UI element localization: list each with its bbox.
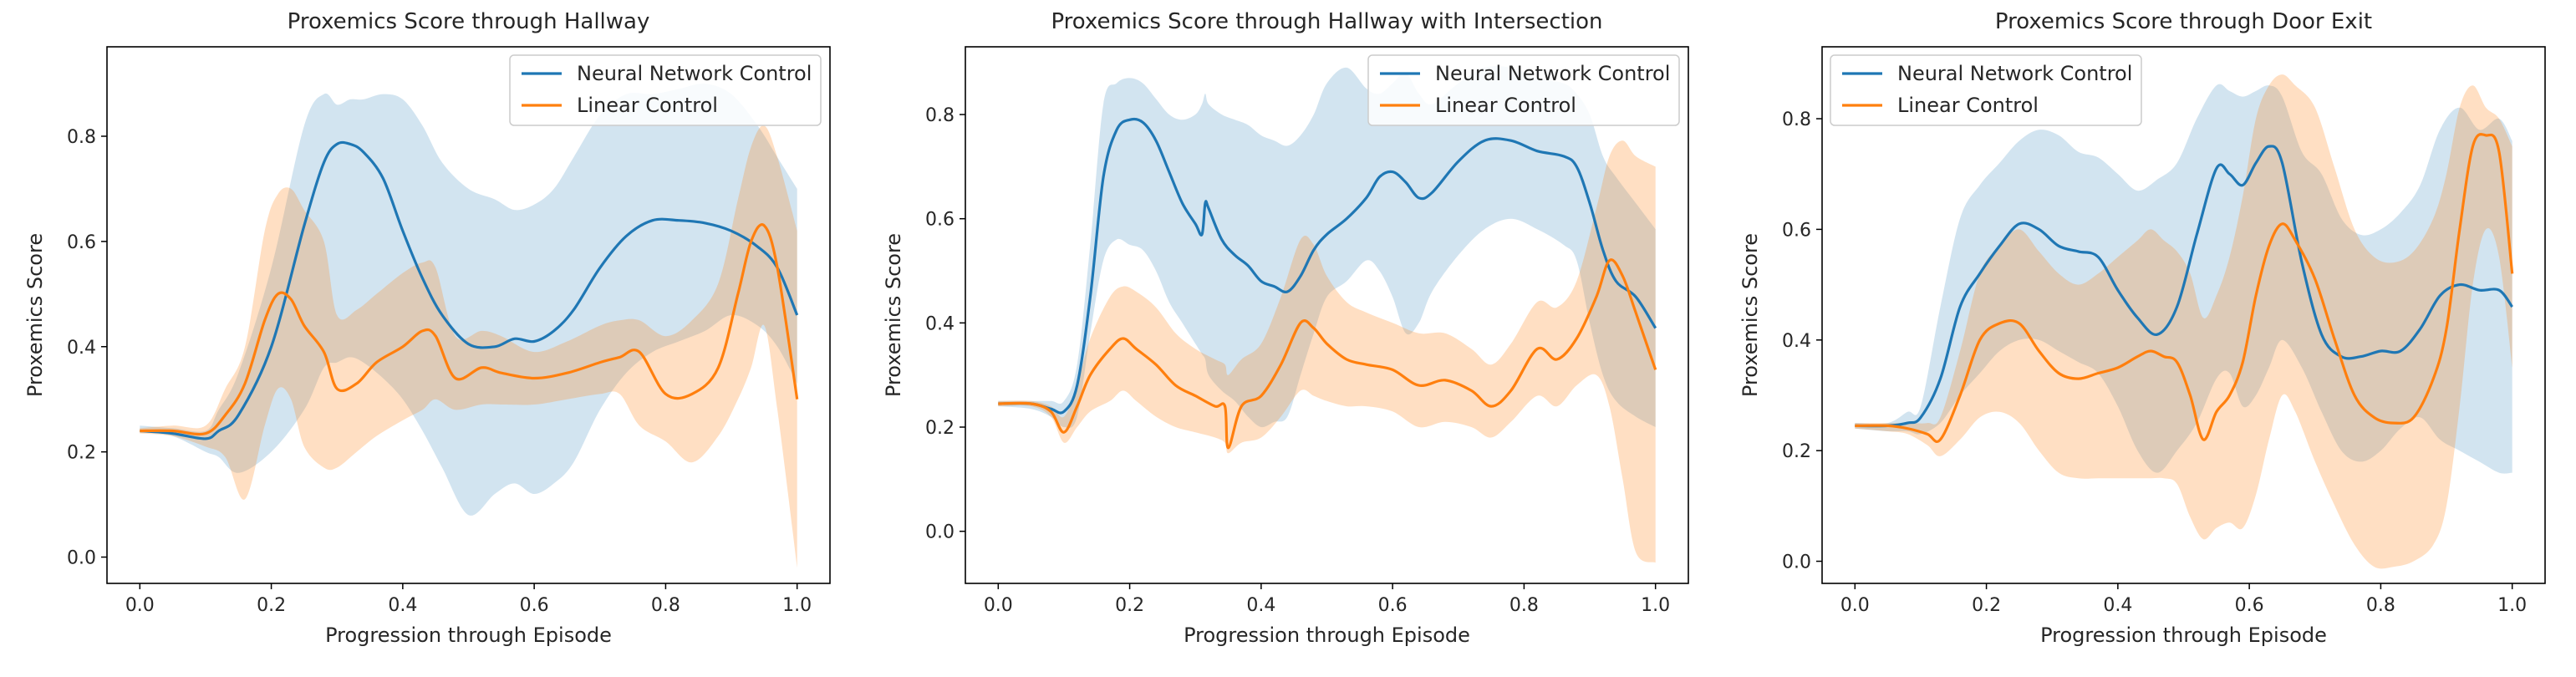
legend-frame	[1367, 54, 1680, 126]
legend-entry-label: Neural Network Control	[577, 62, 812, 85]
y-tick-label: 0.8	[67, 127, 96, 148]
chart-title: Proxemics Score through Hallway	[288, 9, 650, 34]
x-tick-label: 0.8	[651, 595, 680, 616]
x-tick-label: 1.0	[2497, 595, 2527, 616]
legend-entry-label: Neural Network Control	[1897, 62, 2132, 85]
x-tick-label: 0.6	[520, 595, 549, 616]
confidence-band-linear	[140, 125, 797, 568]
y-tick-label: 0.2	[925, 418, 955, 439]
x-tick-label: 0.4	[388, 595, 417, 616]
legend-frame	[509, 54, 822, 126]
y-tick-label: 0.4	[1782, 331, 1811, 352]
legend-entry-label: Linear Control	[1897, 94, 2039, 117]
x-tick-label: 0.0	[125, 595, 155, 616]
y-tick-label: 0.0	[925, 522, 955, 543]
y-axis-label: Proxemics Score	[1739, 233, 1762, 397]
plot-area	[140, 83, 799, 568]
y-tick-label: 0.0	[1782, 552, 1811, 573]
chart-panel-2: Proxemics Score through Hallway with Int…	[882, 9, 1689, 647]
x-tick-label: 0.6	[1378, 595, 1408, 616]
x-tick-label: 0.8	[2366, 595, 2395, 616]
y-tick-label: 0.8	[1782, 109, 1811, 130]
x-tick-label: 0.4	[2103, 595, 2132, 616]
chart-panel-3: Proxemics Score through Door Exit 0.0 0.2 0…	[1739, 9, 2546, 647]
series-line-linear	[1855, 133, 2514, 443]
series-line-linear	[998, 258, 1657, 450]
y-tick-label: 0.0	[67, 548, 96, 569]
x-tick-label: 1.0	[782, 595, 812, 616]
legend: Neural Network Control Linear Control	[1830, 54, 2142, 126]
x-axis-label: Progression through Episode	[1184, 624, 1470, 647]
x-tick-label: 0.6	[2235, 595, 2264, 616]
plot-area	[1855, 74, 2514, 569]
plot-area	[998, 65, 1657, 563]
legend-entry-label: Linear Control	[1435, 94, 1576, 117]
series-line-linear	[140, 223, 799, 436]
x-tick-label: 0.2	[257, 595, 286, 616]
legend-frame	[1830, 54, 2142, 126]
y-tick-label: 0.6	[925, 210, 955, 231]
confidence-band-linear	[1855, 74, 2512, 569]
axes-frame	[965, 46, 1689, 584]
x-tick-label: 0.0	[1840, 595, 1870, 616]
y-tick-label: 0.6	[1782, 220, 1811, 241]
axes-frame	[1821, 46, 2546, 584]
legend-entry-label: Neural Network Control	[1435, 62, 1670, 85]
chart-panel-1: Proxemics Score through Hallway 0.0 0.2 0.4…	[23, 9, 831, 647]
y-tick-label: 0.8	[925, 105, 955, 126]
y-axis-label: Proxemics Score	[882, 233, 905, 397]
x-axis-label: Progression through Episode	[2040, 624, 2327, 647]
series-line-neural-network	[140, 140, 799, 440]
confidence-band-linear	[998, 140, 1656, 563]
y-tick-label: 0.2	[1782, 441, 1811, 462]
axes-frame	[106, 46, 831, 584]
series-line-neural-network	[1855, 145, 2514, 428]
chart-title: Proxemics Score through Door Exit	[1995, 9, 2372, 34]
series-line-neural-network	[998, 117, 1657, 415]
chart-title: Proxemics Score through Hallway with Int…	[1051, 9, 1602, 34]
y-axis-label: Proxemics Score	[23, 233, 47, 397]
x-tick-label: 0.2	[1115, 595, 1144, 616]
x-tick-label: 0.8	[1509, 595, 1539, 616]
y-tick-label: 0.6	[67, 232, 96, 253]
legend: Neural Network Control Linear Control	[1367, 54, 1680, 126]
x-tick-label: 0.4	[1246, 595, 1275, 616]
x-tick-label: 0.0	[984, 595, 1013, 616]
y-tick-label: 0.2	[67, 443, 96, 464]
x-axis-label: Progression through Episode	[325, 624, 612, 647]
y-tick-label: 0.4	[67, 338, 96, 359]
legend-entry-label: Linear Control	[577, 94, 718, 117]
x-tick-label: 0.2	[1972, 595, 2001, 616]
legend: Neural Network Control Linear Control	[509, 54, 822, 126]
y-tick-label: 0.4	[925, 313, 955, 334]
confidence-band-neural-network	[140, 83, 797, 516]
x-tick-label: 1.0	[1641, 595, 1670, 616]
